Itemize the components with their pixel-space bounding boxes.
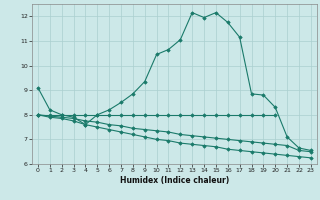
- X-axis label: Humidex (Indice chaleur): Humidex (Indice chaleur): [120, 176, 229, 185]
